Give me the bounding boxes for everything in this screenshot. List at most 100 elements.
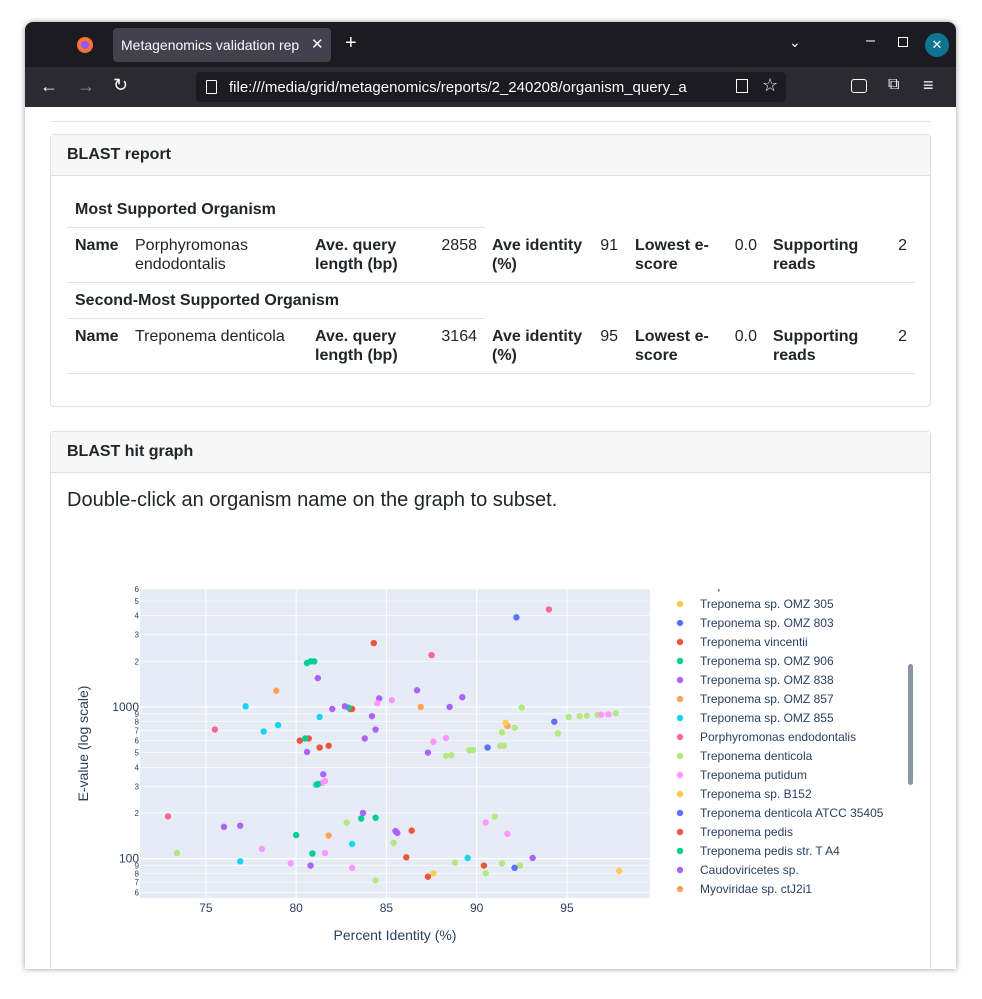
tab-list[interactable]: ⌄ (789, 34, 801, 50)
plot-area (140, 589, 650, 898)
point (325, 832, 332, 839)
y-tick-label: 3 (135, 631, 140, 640)
point (598, 711, 605, 718)
value: 2858 (441, 237, 477, 254)
point (321, 849, 329, 857)
maximize[interactable] (898, 37, 908, 47)
reader-view[interactable] (736, 79, 748, 93)
point (554, 730, 562, 737)
point (307, 862, 314, 869)
point (357, 815, 365, 822)
legend-label: Porphyromonas endodontalis (700, 730, 856, 744)
instruction: Double-click an organism name on the gra… (67, 489, 558, 511)
point (260, 728, 267, 735)
point (329, 705, 336, 713)
bookmark[interactable]: ☆ (762, 75, 779, 95)
value: 0.0 (734, 237, 757, 254)
point (551, 718, 558, 725)
legend-label: Treponema denticola (700, 749, 813, 763)
point (236, 858, 244, 865)
point (605, 711, 612, 718)
tab-title: Metagenomics validation rep (121, 37, 300, 53)
legend-marker (676, 714, 684, 722)
value: 95 (600, 328, 618, 345)
menu[interactable]: ≡ (923, 75, 934, 95)
point (469, 746, 477, 754)
nav-bar: ← → ↻ file:///media/grid/metagenomics/re… (25, 67, 956, 107)
point (320, 771, 327, 778)
point (451, 859, 459, 866)
legend-label: Treponema denticola ATCC 35405 (700, 806, 884, 820)
point (529, 854, 536, 862)
point (459, 694, 466, 701)
x-tick-label: 80 (289, 901, 303, 915)
point (303, 748, 311, 756)
legend-scrollbar (908, 664, 913, 785)
forward[interactable]: → (77, 76, 95, 96)
legend-label: Treponema sp. OMZ 857 (700, 692, 834, 706)
point (448, 752, 455, 759)
label: Lowest e-score (635, 237, 709, 273)
legend-marker (676, 790, 684, 798)
y-tick-label: 7 (135, 878, 140, 887)
point (464, 854, 471, 862)
url-bar[interactable]: file:///media/grid/metagenomics/reports/… (196, 72, 786, 102)
point (359, 809, 367, 817)
pocket[interactable] (851, 79, 867, 93)
card-header: BLAST hit graph (51, 432, 930, 473)
point (292, 831, 300, 839)
label: Name (75, 237, 119, 254)
point (403, 854, 410, 861)
x-tick-label: 75 (199, 901, 213, 915)
legend-label: Treponema sp. OMZ 906 (700, 654, 834, 668)
minimize[interactable]: – (866, 32, 875, 49)
point (220, 823, 228, 831)
point (583, 712, 591, 719)
legend-label: Myoviridae sp. ctJ2i1 (700, 882, 812, 896)
y-tick-label: 2 (135, 809, 140, 818)
tab[interactable]: Metagenomics validation rep ✕ (113, 28, 331, 62)
point (236, 822, 244, 829)
y-tick-label: 4 (135, 612, 140, 621)
y-tick-label: 9 (135, 710, 140, 719)
point (511, 724, 518, 731)
y-tick-label: 6 (135, 888, 140, 897)
point (348, 864, 356, 872)
point (413, 687, 421, 694)
point (343, 819, 350, 826)
row-heading: Most Supported Organism (75, 201, 276, 218)
point (314, 780, 322, 788)
value: 0.0 (734, 328, 757, 345)
back[interactable]: ← (40, 76, 58, 96)
page-icon (206, 80, 217, 94)
point (504, 830, 511, 837)
reload[interactable]: ↻ (113, 75, 129, 95)
point (374, 699, 381, 707)
point (341, 703, 349, 710)
new-tab[interactable]: + (345, 32, 357, 54)
divider (67, 373, 915, 374)
point (616, 867, 623, 875)
point (311, 658, 318, 665)
point (273, 687, 280, 694)
y-tick-label: 9 (135, 862, 140, 871)
label: Ave. query length (bp) (315, 237, 398, 273)
close-window[interactable]: ✕ (925, 33, 949, 57)
firefox-icon (77, 37, 93, 53)
extensions[interactable]: ⧉ (888, 76, 900, 93)
y-tick-label: 4 (135, 763, 140, 772)
y-tick-label: 8 (135, 869, 140, 878)
point (287, 860, 294, 867)
divider (67, 282, 915, 283)
legend-marker (676, 733, 684, 741)
tab-close[interactable]: ✕ (311, 36, 324, 53)
legend-marker (676, 847, 684, 855)
legend: Treponema medium Treponema sp. OMZ 305 Tre… (676, 589, 884, 896)
divider (67, 318, 485, 319)
point (348, 840, 356, 848)
value: 2 (898, 328, 907, 345)
legend-label: Treponema sp. OMZ 855 (700, 711, 834, 725)
card-header: BLAST report (51, 135, 930, 176)
point (565, 713, 572, 721)
point (482, 819, 489, 826)
